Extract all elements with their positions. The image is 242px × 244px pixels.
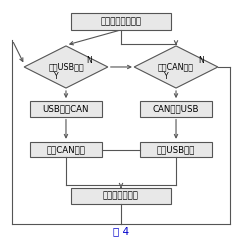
- Text: 资源分配与初始化: 资源分配与初始化: [100, 17, 142, 26]
- Text: 发送USB数据: 发送USB数据: [157, 145, 195, 154]
- Polygon shape: [134, 46, 218, 88]
- Text: N: N: [86, 56, 92, 65]
- Text: CAN转为USB: CAN转为USB: [153, 104, 199, 113]
- Text: USB转为CAN: USB转为CAN: [43, 104, 89, 113]
- Text: 图 4: 图 4: [113, 226, 129, 236]
- FancyBboxPatch shape: [71, 13, 171, 30]
- Text: Y: Y: [54, 72, 59, 81]
- FancyBboxPatch shape: [71, 188, 171, 204]
- FancyBboxPatch shape: [140, 142, 212, 157]
- FancyBboxPatch shape: [140, 101, 212, 117]
- Text: 进入下一个循环: 进入下一个循环: [103, 192, 139, 201]
- Polygon shape: [24, 46, 108, 88]
- Text: 新的CAN数据: 新的CAN数据: [158, 62, 194, 71]
- Text: N: N: [198, 56, 204, 65]
- Text: 发送CAN数据: 发送CAN数据: [46, 145, 85, 154]
- Text: 新的USB数据: 新的USB数据: [48, 62, 84, 71]
- FancyBboxPatch shape: [30, 101, 102, 117]
- FancyBboxPatch shape: [30, 142, 102, 157]
- Text: Y: Y: [164, 72, 169, 81]
